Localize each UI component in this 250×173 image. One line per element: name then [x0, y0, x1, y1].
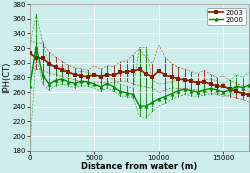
2003 [228, 88, 230, 90]
2000 [182, 88, 186, 90]
2003 [67, 71, 70, 73]
2000 [124, 92, 128, 94]
2003 [112, 74, 115, 76]
2000 [118, 90, 121, 92]
2000 [215, 89, 218, 91]
2003 [157, 70, 160, 72]
2000 [234, 85, 237, 87]
2000 [54, 79, 57, 81]
2000 [92, 83, 96, 85]
2000 [195, 91, 198, 93]
2003 [189, 80, 192, 82]
2000 [189, 90, 192, 92]
2000 [144, 105, 147, 107]
2003 [150, 76, 153, 78]
2000 [80, 80, 82, 82]
2000 [138, 105, 140, 107]
2003 [234, 90, 237, 92]
2003 [92, 74, 96, 76]
Line: 2000: 2000 [28, 45, 250, 108]
2000 [60, 78, 63, 80]
2003 [60, 69, 63, 71]
2003 [138, 68, 140, 70]
2003 [34, 57, 37, 59]
2003 [28, 52, 31, 54]
2003 [176, 78, 179, 80]
2000 [105, 82, 108, 84]
2003 [131, 70, 134, 72]
2003 [215, 85, 218, 87]
2000 [67, 81, 70, 83]
2003 [163, 74, 166, 76]
2000 [163, 95, 166, 98]
2003 [41, 57, 44, 60]
2003 [144, 73, 147, 75]
2003 [195, 81, 198, 84]
2000 [221, 91, 224, 93]
2003 [80, 75, 82, 77]
2000 [176, 90, 179, 92]
2003 [118, 71, 121, 73]
Y-axis label: IPH(CT): IPH(CT) [2, 62, 10, 93]
2000 [34, 46, 37, 48]
2000 [228, 89, 230, 91]
2003 [247, 94, 250, 96]
2000 [240, 87, 244, 89]
2000 [131, 93, 134, 95]
2003 [221, 85, 224, 87]
2000 [170, 93, 173, 95]
2003 [240, 93, 244, 95]
2000 [208, 87, 211, 89]
X-axis label: Distance from water (m): Distance from water (m) [81, 162, 197, 171]
2000 [247, 84, 250, 86]
2003 [48, 62, 50, 65]
2003 [54, 66, 57, 68]
Line: 2003: 2003 [28, 51, 250, 97]
2003 [105, 74, 108, 76]
2003 [170, 76, 173, 78]
Legend: 2003, 2000: 2003, 2000 [206, 8, 245, 25]
2003 [182, 79, 186, 81]
2000 [150, 101, 153, 103]
2000 [99, 86, 102, 88]
2003 [99, 76, 102, 78]
2000 [28, 85, 31, 87]
2003 [208, 83, 211, 85]
2000 [157, 98, 160, 100]
2000 [48, 83, 50, 85]
2003 [124, 71, 128, 73]
2003 [86, 76, 89, 78]
2003 [73, 74, 76, 76]
2000 [41, 74, 44, 76]
2000 [202, 89, 205, 91]
2000 [112, 86, 115, 88]
2000 [73, 82, 76, 84]
2000 [86, 81, 89, 83]
2003 [202, 81, 205, 83]
